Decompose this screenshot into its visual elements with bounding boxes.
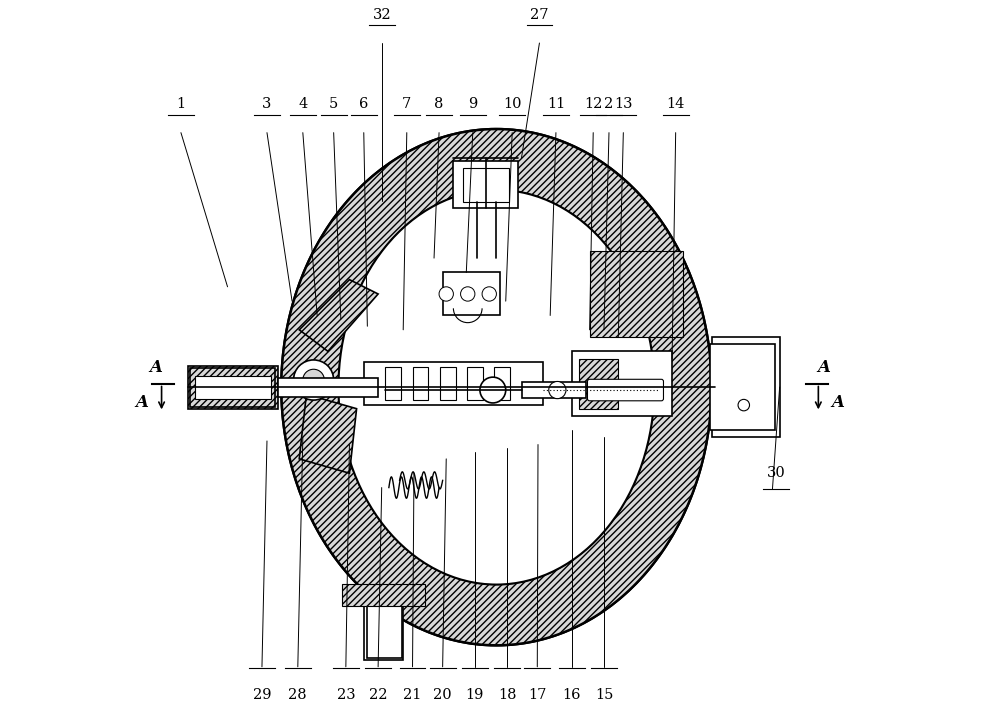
Text: 2: 2: [604, 97, 614, 111]
Polygon shape: [299, 280, 378, 351]
Text: 7: 7: [402, 97, 411, 111]
Circle shape: [439, 287, 453, 301]
Text: 28: 28: [288, 688, 307, 703]
Text: 30: 30: [767, 466, 785, 480]
Text: 4: 4: [298, 97, 307, 111]
FancyBboxPatch shape: [443, 272, 500, 315]
Text: 12: 12: [584, 97, 602, 111]
Circle shape: [482, 287, 496, 301]
Text: 23: 23: [337, 688, 355, 703]
FancyBboxPatch shape: [188, 366, 278, 409]
Text: 14: 14: [666, 97, 685, 111]
Text: 3: 3: [262, 97, 272, 111]
Text: 5: 5: [329, 97, 338, 111]
Text: 6: 6: [359, 97, 368, 111]
FancyBboxPatch shape: [342, 584, 425, 606]
Ellipse shape: [339, 190, 654, 584]
Text: A: A: [149, 359, 162, 376]
Circle shape: [294, 360, 334, 400]
Text: A: A: [831, 394, 844, 412]
FancyBboxPatch shape: [710, 344, 775, 430]
Text: 32: 32: [372, 7, 391, 22]
Text: 16: 16: [562, 688, 581, 703]
FancyBboxPatch shape: [364, 362, 543, 405]
FancyBboxPatch shape: [712, 337, 780, 437]
FancyBboxPatch shape: [453, 161, 518, 208]
FancyBboxPatch shape: [494, 367, 510, 400]
FancyBboxPatch shape: [385, 367, 401, 400]
Text: 10: 10: [503, 97, 521, 111]
FancyBboxPatch shape: [522, 382, 586, 398]
Circle shape: [738, 399, 750, 411]
Text: 20: 20: [433, 688, 452, 703]
Polygon shape: [299, 394, 357, 473]
FancyBboxPatch shape: [572, 351, 672, 416]
FancyBboxPatch shape: [413, 367, 428, 400]
FancyBboxPatch shape: [364, 602, 403, 660]
FancyBboxPatch shape: [190, 368, 275, 407]
Circle shape: [549, 381, 566, 399]
Circle shape: [480, 377, 506, 403]
Text: 21: 21: [403, 688, 422, 703]
FancyBboxPatch shape: [367, 604, 402, 658]
FancyBboxPatch shape: [467, 367, 483, 400]
Text: A: A: [818, 359, 831, 376]
PathPatch shape: [281, 129, 712, 645]
Text: 18: 18: [498, 688, 516, 703]
FancyBboxPatch shape: [590, 251, 683, 337]
Text: 1: 1: [176, 97, 185, 111]
Text: A: A: [136, 394, 149, 412]
Text: 8: 8: [434, 97, 444, 111]
FancyBboxPatch shape: [579, 358, 618, 409]
Text: 17: 17: [528, 688, 546, 703]
FancyBboxPatch shape: [195, 376, 271, 399]
FancyBboxPatch shape: [278, 378, 378, 397]
Text: 22: 22: [369, 688, 387, 703]
FancyBboxPatch shape: [440, 367, 456, 400]
Circle shape: [303, 369, 324, 391]
Text: 29: 29: [253, 688, 271, 703]
Text: 15: 15: [595, 688, 613, 703]
Text: 9: 9: [468, 97, 477, 111]
Text: 27: 27: [530, 7, 549, 22]
FancyBboxPatch shape: [463, 168, 509, 202]
Text: 11: 11: [547, 97, 565, 111]
Ellipse shape: [281, 129, 712, 645]
Circle shape: [461, 287, 475, 301]
Text: 13: 13: [614, 97, 633, 111]
FancyBboxPatch shape: [587, 379, 663, 401]
Text: 19: 19: [466, 688, 484, 703]
